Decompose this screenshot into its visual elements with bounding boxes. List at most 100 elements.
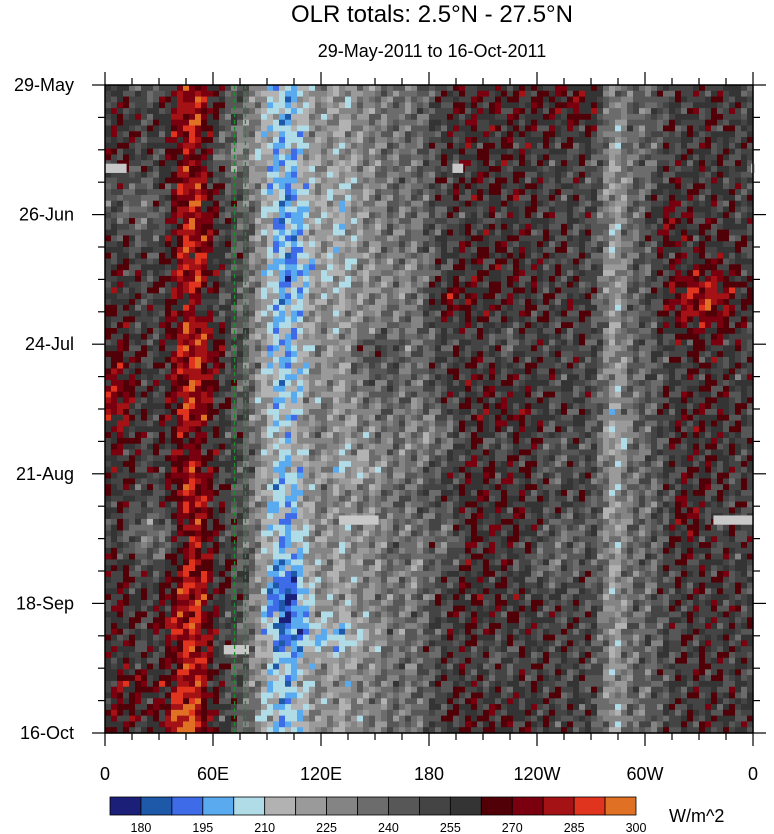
heatmap-cell xyxy=(723,270,730,277)
heatmap-cell xyxy=(603,247,610,254)
heatmap-cell xyxy=(597,235,604,242)
heatmap-cell xyxy=(207,264,214,271)
heatmap-cell xyxy=(537,177,544,184)
heatmap-cell xyxy=(699,333,706,341)
heatmap-cell xyxy=(501,96,508,103)
heatmap-cell xyxy=(663,264,670,271)
heatmap-cell xyxy=(189,183,196,190)
heatmap-cell xyxy=(387,113,394,121)
heatmap-cell xyxy=(237,125,244,132)
heatmap-cell xyxy=(543,293,550,300)
heatmap-cell xyxy=(543,229,550,237)
heatmap-cell xyxy=(393,137,400,144)
heatmap-cell xyxy=(609,171,616,179)
heatmap-cell xyxy=(273,183,280,190)
heatmap-cell xyxy=(573,171,580,179)
heatmap-cell xyxy=(561,119,568,127)
heatmap-cell xyxy=(573,299,580,306)
heatmap-cell xyxy=(345,293,352,300)
heatmap-cell xyxy=(303,293,310,300)
heatmap-cell xyxy=(117,258,124,265)
heatmap-cell xyxy=(729,206,736,213)
heatmap-cell xyxy=(687,171,694,179)
heatmap-cell xyxy=(429,328,436,335)
heatmap-cell xyxy=(699,102,706,109)
heatmap-cell xyxy=(309,304,316,312)
heatmap-cell xyxy=(657,264,664,271)
heatmap-cell xyxy=(369,345,376,352)
heatmap-cell xyxy=(381,299,388,306)
heatmap-cell xyxy=(729,200,736,208)
heatmap-cell xyxy=(585,328,592,335)
heatmap-cell xyxy=(609,333,616,341)
heatmap-cell xyxy=(537,218,544,225)
heatmap-cell xyxy=(669,166,676,173)
heatmap-cell xyxy=(477,142,484,150)
heatmap-cell xyxy=(405,125,412,132)
heatmap-cell xyxy=(747,85,754,92)
heatmap-cell xyxy=(525,177,532,184)
heatmap-cell xyxy=(483,345,490,352)
heatmap-cell xyxy=(711,241,718,248)
heatmap-cell xyxy=(627,212,634,219)
heatmap-cell xyxy=(459,229,466,237)
heatmap-cell xyxy=(687,160,694,167)
heatmap-cell xyxy=(471,171,478,179)
heatmap-cell xyxy=(213,316,220,323)
heatmap-cell xyxy=(351,333,358,341)
heatmap-cell xyxy=(435,218,442,225)
heatmap-cell xyxy=(261,96,268,103)
heatmap-cell xyxy=(291,299,298,306)
heatmap-cell xyxy=(651,166,658,173)
heatmap-cell xyxy=(573,148,580,156)
heatmap-cell xyxy=(315,304,322,312)
heatmap-cell xyxy=(363,299,370,306)
heatmap-cell xyxy=(507,212,514,219)
heatmap-cell xyxy=(387,333,394,341)
heatmap-cell xyxy=(741,328,748,335)
heatmap-cell xyxy=(183,235,190,242)
heatmap-cell xyxy=(195,345,202,352)
heatmap-cell xyxy=(165,171,172,179)
heatmap-cell xyxy=(327,339,334,346)
heatmap-cell xyxy=(381,345,388,352)
heatmap-cell xyxy=(147,108,154,115)
heatmap-cell xyxy=(657,148,664,156)
heatmap-cell xyxy=(261,264,268,271)
heatmap-cell xyxy=(489,339,496,346)
heatmap-cell xyxy=(225,189,232,196)
heatmap-cell xyxy=(339,137,346,144)
heatmap-cell xyxy=(399,345,406,352)
heatmap-cell xyxy=(699,177,706,184)
heatmap-cell xyxy=(555,200,562,208)
heatmap-cell xyxy=(183,293,190,300)
heatmap-cell xyxy=(405,194,412,202)
heatmap-cell xyxy=(453,177,460,184)
heatmap-cell xyxy=(195,171,202,179)
heatmap-cell xyxy=(165,281,172,289)
heatmap-cell xyxy=(489,241,496,248)
heatmap-cell xyxy=(399,166,406,173)
heatmap-cell xyxy=(723,333,730,341)
heatmap-cell xyxy=(105,137,112,144)
heatmap-cell xyxy=(543,171,550,179)
heatmap-cell xyxy=(657,194,664,202)
heatmap-cell xyxy=(369,108,376,115)
heatmap-cell xyxy=(681,113,688,121)
heatmap-cell xyxy=(249,137,256,144)
heatmap-cell xyxy=(117,316,124,323)
heatmap-cell xyxy=(267,90,274,98)
heatmap-cell xyxy=(699,142,706,150)
heatmap-cell xyxy=(741,171,748,179)
heatmap-cell xyxy=(357,113,364,121)
heatmap-cell xyxy=(195,241,202,248)
heatmap-cell xyxy=(687,102,694,109)
heatmap-cell xyxy=(687,125,694,132)
heatmap-cell xyxy=(435,258,442,265)
heatmap-cell xyxy=(267,310,274,318)
heatmap-cell xyxy=(705,258,712,265)
heatmap-cell xyxy=(723,154,730,161)
heatmap-cell xyxy=(207,137,214,144)
heatmap-cell xyxy=(441,200,448,208)
heatmap-cell xyxy=(273,223,280,231)
